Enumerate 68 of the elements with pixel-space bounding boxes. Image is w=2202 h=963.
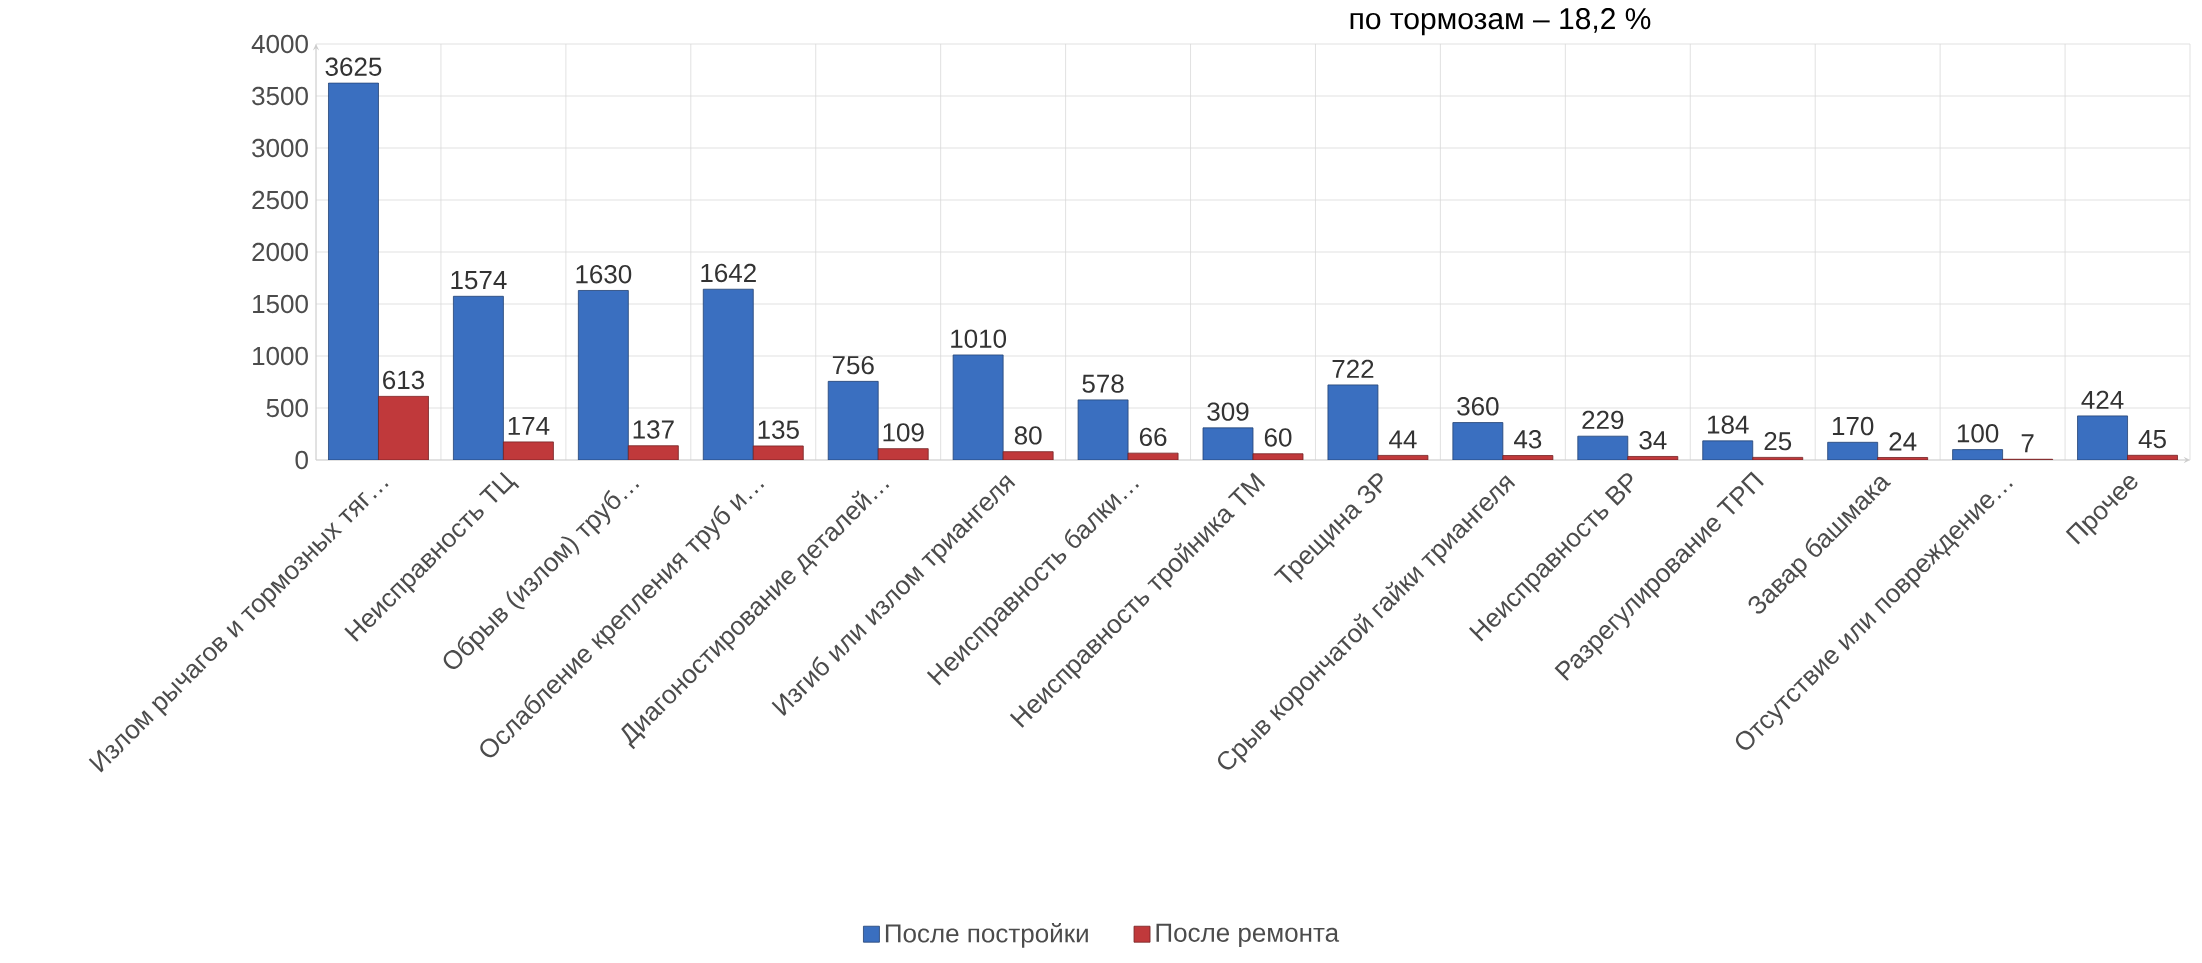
data-label: 756 [832,355,874,375]
bar [877,448,929,460]
bar [1327,384,1379,460]
y-tick-label: 0 [295,450,308,470]
data-label: 7 [2021,434,2034,453]
chart-title: по тормозам – 18,2 % [1350,8,1651,36]
data-label: 184 [1708,415,1749,434]
y-tick-label: 3500 [252,86,308,106]
data-label: 613 [383,370,425,390]
legend-label: После ремонта [1156,923,1340,948]
y-tick-label: 2000 [252,242,308,262]
bar [1077,399,1129,460]
y-tick-label: 3000 [252,138,308,158]
data-label: 1642 [701,263,756,283]
data-label: 24 [1889,432,1917,451]
bar [1377,455,1429,460]
bar [1127,452,1179,460]
bar [1877,457,1929,460]
data-label: 66 [1139,427,1167,447]
bar [1577,435,1629,460]
legend-label: После постройки [885,923,1088,948]
data-label: 229 [1582,410,1624,430]
data-label: 360 [1457,397,1499,416]
data-label: 80 [1014,426,1042,445]
data-label: 34 [1639,430,1667,450]
bar [627,445,679,460]
data-label: 45 [2138,430,2166,449]
bar [827,380,879,460]
bar [1002,451,1054,460]
data-label: 100 [1957,424,1999,443]
bar [328,82,379,460]
y-tick-label: 1000 [253,346,308,366]
bar [2127,454,2178,460]
data-label: 174 [508,416,550,435]
data-label: 722 [1332,359,1374,378]
y-tick-label: 1500 [253,294,308,314]
bar [1752,456,1804,460]
y-tick-label: 4000 [251,34,308,54]
bar [1452,422,1504,460]
data-label: 109 [883,423,924,442]
data-label: 309 [1207,402,1249,421]
data-label: 170 [1832,416,1874,436]
bar [453,295,504,460]
data-label: 135 [758,420,799,439]
data-label: 1574 [451,271,507,290]
bar [577,290,629,460]
data-label: 60 [1264,428,1292,447]
bar [1627,456,1679,460]
data-label: 1010 [951,329,1007,348]
bar [503,441,554,460]
bar [1252,453,1304,460]
bar [702,288,754,460]
data-label: 578 [1082,374,1124,393]
bar [2077,415,2128,460]
data-label: 44 [1389,430,1417,449]
data-label: 25 [1764,431,1792,451]
y-tick-label: 500 [266,398,308,418]
data-label: 424 [2081,390,2124,409]
data-label: 137 [633,420,674,439]
data-label: 3625 [325,57,382,76]
y-tick-label: 2500 [252,190,308,210]
bar [1502,455,1554,460]
data-label: 43 [1514,430,1542,449]
data-label: 1630 [576,264,632,284]
bar [1202,427,1254,460]
bar [378,395,429,460]
bar [752,445,804,460]
bar [952,354,1004,460]
